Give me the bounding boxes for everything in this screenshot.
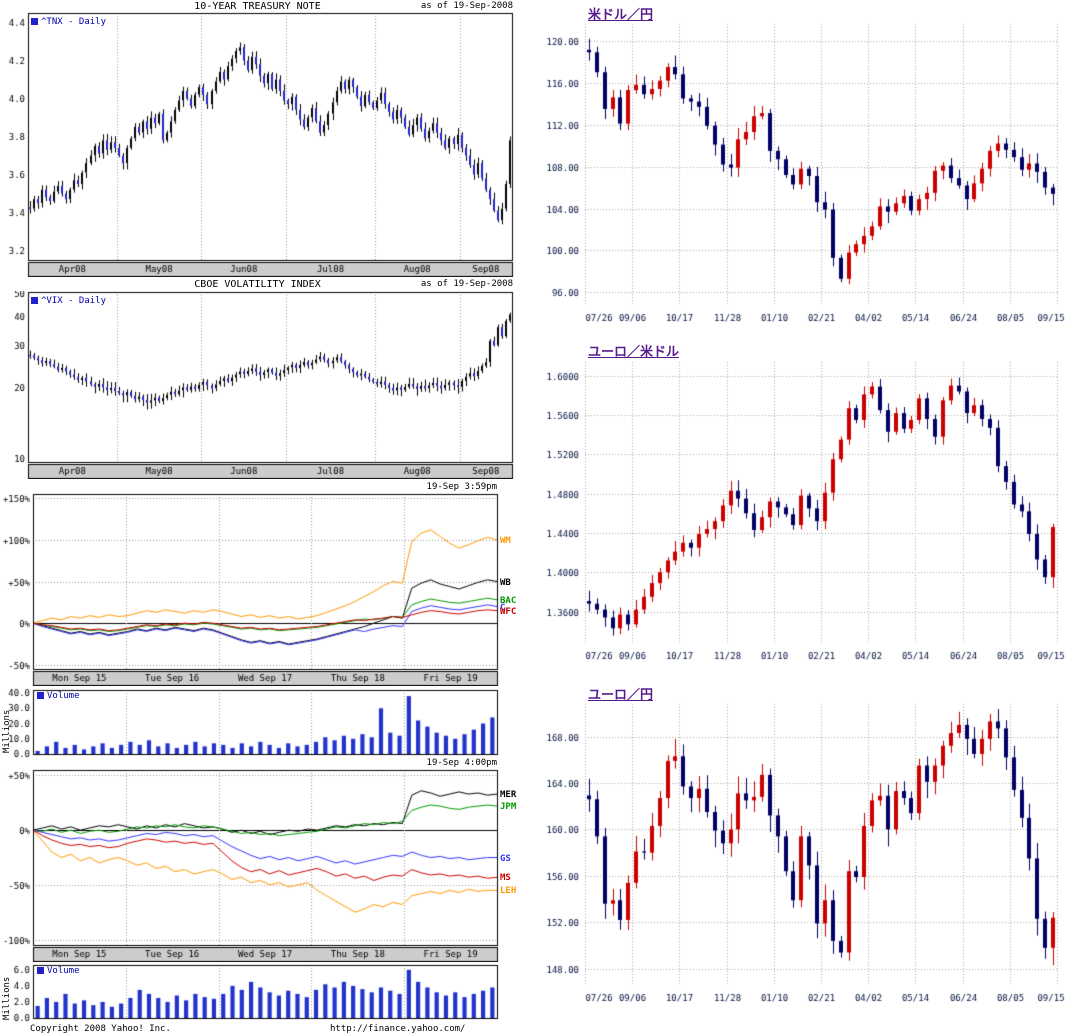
vix-title-row: CBOE VOLATILITY INDEX as of 19-Sep-2008	[0, 279, 515, 290]
vix-title: CBOE VOLATILITY INDEX	[194, 279, 321, 290]
ib-volume-label: Volume	[47, 966, 80, 976]
legend-swatch-icon	[37, 967, 44, 974]
series-label-WFC: WFC	[500, 606, 517, 617]
source-url[interactable]: http://finance.yahoo.com/	[330, 1024, 466, 1034]
banks-volume-legend: Volume	[37, 691, 80, 701]
treasury-legend-label: ^TNX - Daily	[41, 17, 107, 27]
series-label-WM: WM	[500, 535, 511, 546]
ib-volume-legend: Volume	[37, 966, 80, 976]
ib-volume-canvas	[0, 963, 515, 1022]
series-label-C: C	[500, 602, 506, 613]
series-label-GS: GS	[500, 853, 511, 864]
treasury-asof: as of 19-Sep-2008	[420, 1, 513, 11]
treasury-legend: ^TNX - Daily	[31, 17, 106, 27]
series-label-MS: MS	[500, 873, 511, 884]
eurusd-chart-canvas	[520, 356, 1069, 671]
ib-pct-chart-canvas	[0, 769, 515, 962]
legend-swatch-icon	[37, 692, 44, 699]
vix-legend: ^VIX - Daily	[31, 296, 106, 306]
ib-timestamp: 19-Sep 4:00pm	[426, 758, 497, 768]
banks-volume-canvas	[0, 688, 515, 758]
banks-pct-chart-canvas	[0, 493, 515, 686]
eurjpy-chart-canvas	[520, 698, 1069, 1013]
vix-asof: as of 19-Sep-2008	[420, 279, 513, 289]
banks-timestamp: 19-Sep 3:59pm	[426, 482, 497, 492]
series-label-LEH: LEH	[500, 886, 517, 897]
treasury-chart-canvas	[0, 12, 515, 277]
treasury-title: 10-YEAR TREASURY NOTE	[194, 1, 321, 12]
vix-legend-label: ^VIX - Daily	[41, 296, 107, 306]
usdjpy-chart-canvas	[520, 18, 1069, 333]
series-label-BAC: BAC	[500, 595, 517, 606]
banks-volume-label: Volume	[47, 691, 80, 701]
series-label-WB: WB	[500, 577, 511, 588]
ib-volume-unit: Millions	[2, 976, 12, 1020]
treasury-title-row: 10-YEAR TREASURY NOTE as of 19-Sep-2008	[0, 1, 515, 12]
vix-chart-canvas	[0, 291, 515, 479]
legend-swatch-icon	[31, 18, 38, 25]
legend-swatch-icon	[31, 297, 38, 304]
copyright-text: Copyright 2008 Yahoo! Inc.	[30, 1024, 171, 1034]
series-label-JPM: JPM	[500, 802, 517, 813]
series-label-MER: MER	[500, 790, 517, 801]
banks-volume-unit: Millions	[2, 709, 12, 753]
